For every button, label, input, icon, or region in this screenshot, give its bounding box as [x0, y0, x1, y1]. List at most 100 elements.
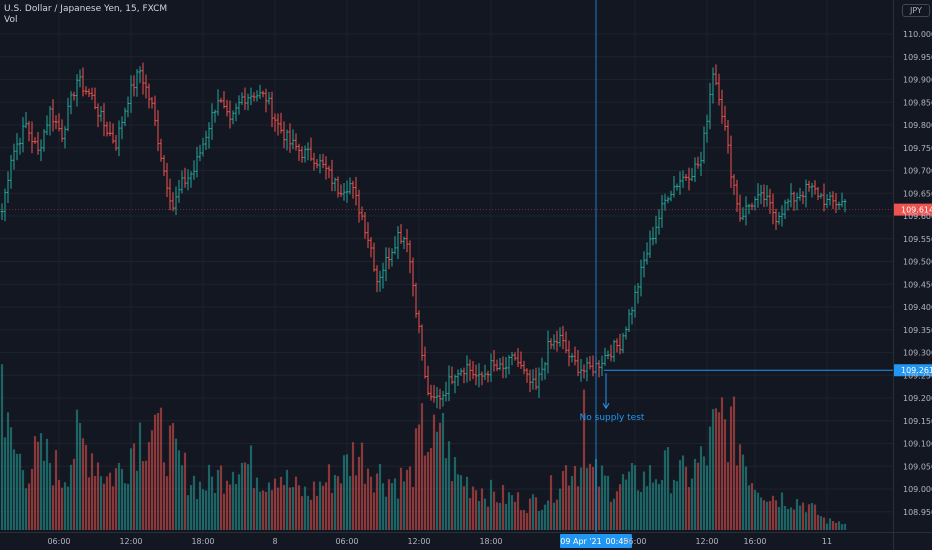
volume-bar	[753, 489, 757, 530]
price-bar	[447, 365, 451, 402]
volume-bar	[666, 447, 670, 530]
price-bar	[516, 348, 520, 368]
volume-bar	[435, 431, 439, 530]
volume-bar	[576, 486, 580, 530]
price-bar	[345, 180, 349, 203]
price-bar	[690, 168, 694, 182]
volume-bar	[333, 474, 337, 530]
volume-bar	[774, 500, 778, 530]
volume-bar	[459, 475, 463, 530]
price-bar	[312, 152, 316, 171]
price-bar	[120, 116, 124, 140]
volume-bar	[210, 476, 214, 530]
volume-bar	[567, 485, 571, 530]
price-bar	[522, 360, 526, 375]
price-bar	[537, 367, 541, 398]
price-bar	[405, 229, 409, 253]
price-bar	[453, 374, 457, 394]
price-bar	[162, 155, 166, 176]
price-bar	[144, 74, 148, 99]
volume-bar	[573, 465, 577, 530]
price-bar	[105, 121, 109, 137]
volume-bar	[276, 487, 280, 530]
volume-bar	[810, 503, 814, 530]
volume-bar	[216, 469, 220, 530]
volume-bar	[408, 466, 412, 530]
volume-bar	[831, 521, 835, 530]
price-bar	[636, 283, 640, 304]
volume-bar	[366, 468, 370, 530]
volume-bar	[3, 437, 7, 530]
volume-bar	[150, 430, 154, 530]
volume-bar	[669, 493, 673, 530]
volume-bar	[747, 485, 751, 530]
time-axis[interactable]: 06:00 12:00 18:00 8 06:00 12:00 18:00 06:00 12:0…	[47, 537, 832, 546]
price-axis[interactable]: 110.000 109.950 109.900 109.850 109.800 109.7…	[903, 30, 932, 517]
volume-bar	[225, 480, 229, 530]
price-bar	[558, 327, 562, 347]
volume-bar	[207, 464, 211, 530]
price-bar	[87, 88, 91, 97]
volume-bar	[792, 509, 796, 530]
price-bar	[42, 129, 46, 152]
price-bar	[45, 115, 49, 136]
volume-bar	[420, 403, 424, 530]
price-bar	[663, 193, 667, 211]
volume-bar	[723, 419, 727, 530]
volume-bar	[279, 476, 283, 530]
x-tick-label: 12:00	[119, 537, 142, 546]
price-bar	[204, 130, 208, 150]
price-bar	[57, 113, 61, 132]
price-bar	[561, 325, 565, 350]
crosshair-price-badge	[894, 364, 932, 377]
volume-bar	[474, 490, 478, 530]
price-bar	[789, 183, 793, 208]
volume-bar	[708, 426, 712, 530]
price-bar	[735, 179, 739, 213]
price-bar	[732, 174, 736, 196]
volume-bar	[615, 491, 619, 530]
price-bar	[60, 119, 64, 142]
price-bars	[0, 62, 847, 410]
price-bar	[474, 364, 478, 386]
price-bar	[420, 324, 424, 361]
price-bar	[549, 338, 553, 350]
volume-bar	[339, 483, 343, 530]
volume-bar	[252, 488, 256, 530]
price-bar	[387, 247, 391, 270]
price-bar	[504, 356, 508, 379]
volume-bar	[528, 498, 532, 530]
volume-bar	[147, 442, 151, 530]
price-bar	[810, 182, 814, 198]
price-bar	[564, 331, 568, 354]
volume-bar	[678, 460, 682, 530]
price-bar	[513, 352, 517, 361]
volume-bar	[738, 444, 742, 530]
volume-bar	[690, 478, 694, 530]
price-bar	[192, 160, 196, 180]
price-bar	[135, 69, 139, 97]
volume-bar	[309, 499, 313, 530]
volume-bar	[807, 504, 811, 530]
price-bar	[774, 208, 778, 230]
price-bar	[645, 242, 649, 265]
volume-bar	[540, 509, 544, 530]
price-bar	[150, 96, 154, 109]
volume-bar	[228, 484, 232, 530]
currency-button[interactable]: JPY	[902, 4, 930, 17]
volume-bar	[288, 487, 292, 530]
volume-bar	[39, 433, 43, 530]
price-bar	[342, 182, 346, 201]
volume-bar	[81, 438, 85, 530]
volume-bar	[660, 480, 664, 530]
price-bar	[480, 371, 484, 386]
volume-bar	[531, 494, 535, 530]
volume-bar	[729, 406, 733, 530]
price-bar	[630, 306, 634, 325]
volume-bar	[222, 493, 226, 530]
price-bar	[177, 179, 181, 203]
price-bar	[126, 96, 130, 118]
volume-bar	[621, 474, 625, 530]
price-bar	[237, 95, 241, 115]
